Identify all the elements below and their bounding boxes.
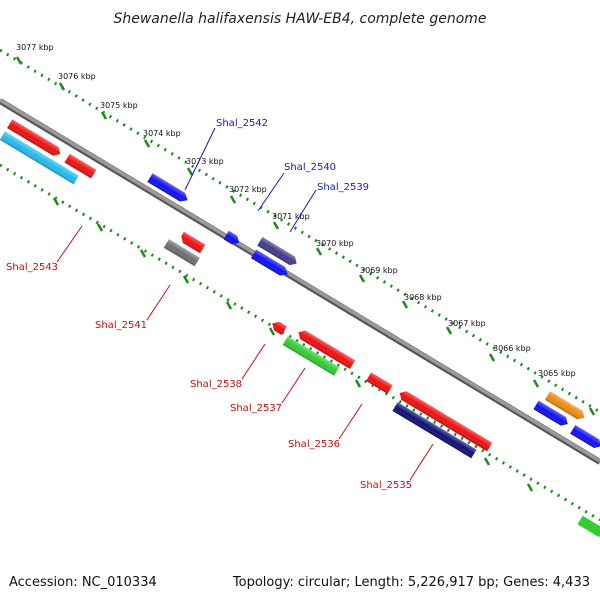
gene-label[interactable]: Shal_2541 (95, 320, 147, 331)
tick-label: 3074 kbp (143, 129, 181, 138)
tick-label: 3069 kbp (360, 266, 398, 275)
gene-shal-2539[interactable] (250, 249, 290, 279)
tick-mark (143, 139, 151, 148)
gene-shal-2542[interactable] (147, 173, 190, 204)
gene-shal-2543[interactable] (0, 131, 79, 185)
leader-lines (56, 127, 434, 481)
gene-shal-2538[interactable] (296, 328, 356, 369)
gene-label[interactable]: Shal_2536 (288, 439, 340, 450)
gene-label[interactable]: Shal_2539 (317, 182, 369, 193)
tick-label: 3073 kbp (186, 157, 224, 166)
gene-shal-2541[interactable] (163, 239, 200, 267)
tick-label: 3077 kbp (16, 43, 54, 52)
accession-text: Accession: NC_010334 (9, 575, 157, 590)
gene-green-edge[interactable] (577, 515, 600, 538)
tick-label: 3076 kbp (58, 72, 96, 81)
tick-mark (488, 353, 496, 362)
map-title: Shewanella halifaxensis HAW-EB4, complet… (113, 11, 486, 27)
tick-mark (15, 56, 23, 65)
gene-shal-2536[interactable] (397, 389, 493, 452)
gene-label[interactable]: Shal_2535 (360, 480, 412, 491)
tick-label: 3072 kbp (229, 185, 267, 194)
tick-mark (186, 167, 194, 176)
gene-shal-2535[interactable] (392, 402, 477, 459)
tick-mark (358, 274, 366, 283)
gene-blue-far-right[interactable] (533, 400, 570, 429)
tick-mark (58, 82, 66, 91)
scale-ticks (15, 56, 596, 416)
tick-mark (401, 300, 409, 309)
gene-labels: Shal_2542 Shal_2540 Shal_2539 Shal_2543 … (6, 118, 412, 491)
tick-mark (532, 379, 540, 388)
gene-red-mid[interactable] (179, 231, 206, 254)
tick-label: 3068 kbp (404, 293, 442, 302)
gene-red-right[interactable] (366, 372, 393, 394)
tick-mark (315, 247, 323, 256)
gene-label[interactable]: Shal_2542 (216, 118, 268, 129)
gene-orange[interactable] (544, 391, 587, 422)
tick-mark (445, 326, 453, 335)
tick-mark (272, 221, 280, 230)
gene-label[interactable]: Shal_2537 (230, 403, 282, 414)
tick-labels: 3077 kbp 3076 kbp 3075 kbp 3074 kbp 3073… (16, 43, 576, 378)
tick-mark (229, 195, 237, 204)
tick-label: 3071 kbp (272, 212, 310, 221)
gene-shal-2537[interactable] (282, 336, 340, 376)
tick-label: 3067 kbp (448, 319, 486, 328)
gene-red-left-mid[interactable] (7, 119, 63, 158)
gene-shal-2540[interactable] (257, 237, 299, 268)
tick-label: 3075 kbp (100, 101, 138, 110)
backbone (0, 98, 600, 465)
tick-label: 3070 kbp (316, 239, 354, 248)
tick-mark (588, 407, 596, 416)
gene-features (0, 119, 600, 538)
gene-label[interactable]: Shal_2538 (190, 379, 242, 390)
outer-dotted-track (0, 48, 600, 414)
gene-red-small[interactable] (270, 319, 287, 335)
gene-label[interactable]: Shal_2540 (284, 162, 336, 173)
gene-blue-edge[interactable] (570, 424, 600, 451)
tick-label: 3066 kbp (493, 344, 531, 353)
tick-label: 3065 kbp (538, 369, 576, 378)
tick-mark (100, 111, 108, 120)
genome-summary-text: Topology: circular; Length: 5,226,917 bp… (232, 575, 590, 590)
gene-red-left-right[interactable] (64, 153, 97, 179)
gene-label[interactable]: Shal_2543 (6, 262, 58, 273)
gene-blue-small[interactable] (223, 230, 242, 247)
